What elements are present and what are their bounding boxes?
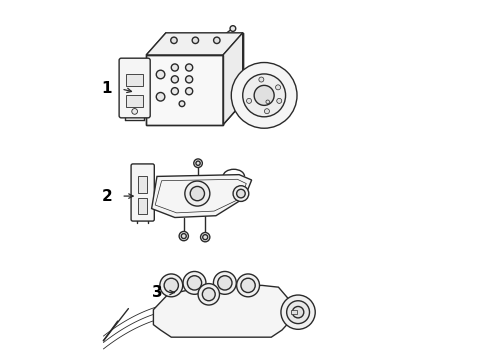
- Circle shape: [246, 98, 251, 103]
- Circle shape: [184, 181, 209, 206]
- Bar: [290, 310, 297, 314]
- Circle shape: [202, 288, 215, 301]
- Circle shape: [160, 274, 183, 297]
- Circle shape: [264, 109, 269, 114]
- Polygon shape: [153, 285, 288, 337]
- Text: 1: 1: [102, 81, 112, 96]
- FancyBboxPatch shape: [131, 164, 154, 221]
- Circle shape: [132, 109, 137, 114]
- Circle shape: [179, 231, 188, 241]
- Text: 2: 2: [102, 189, 112, 203]
- Circle shape: [275, 85, 280, 90]
- Circle shape: [281, 295, 315, 329]
- Bar: [125, 95, 143, 107]
- Polygon shape: [146, 55, 223, 125]
- Circle shape: [198, 284, 219, 305]
- Circle shape: [171, 76, 178, 83]
- Circle shape: [190, 186, 204, 201]
- Polygon shape: [151, 175, 251, 217]
- Circle shape: [258, 77, 264, 82]
- Bar: [138, 198, 147, 214]
- Circle shape: [193, 159, 202, 167]
- Circle shape: [183, 271, 205, 294]
- Circle shape: [170, 37, 177, 44]
- Circle shape: [185, 64, 192, 71]
- Circle shape: [217, 276, 231, 290]
- Circle shape: [192, 37, 198, 44]
- Circle shape: [254, 85, 274, 105]
- Circle shape: [233, 186, 248, 202]
- Circle shape: [171, 87, 178, 95]
- Circle shape: [185, 87, 192, 95]
- Circle shape: [286, 301, 309, 324]
- Polygon shape: [223, 33, 242, 125]
- Circle shape: [171, 64, 178, 71]
- Circle shape: [196, 161, 200, 165]
- Circle shape: [231, 63, 296, 128]
- Bar: [125, 74, 143, 86]
- Circle shape: [181, 234, 186, 239]
- Circle shape: [164, 278, 178, 293]
- Circle shape: [156, 70, 164, 79]
- Circle shape: [229, 26, 235, 31]
- Polygon shape: [146, 33, 242, 55]
- Circle shape: [292, 306, 303, 318]
- Circle shape: [185, 76, 192, 83]
- Circle shape: [179, 101, 184, 107]
- Circle shape: [242, 74, 285, 117]
- Circle shape: [200, 233, 209, 242]
- Text: 3: 3: [151, 285, 162, 300]
- Circle shape: [203, 235, 207, 240]
- Circle shape: [236, 274, 259, 297]
- Circle shape: [276, 98, 281, 103]
- Circle shape: [241, 278, 255, 293]
- Bar: [138, 176, 147, 193]
- FancyBboxPatch shape: [119, 58, 150, 118]
- Circle shape: [156, 93, 164, 101]
- Circle shape: [236, 189, 244, 198]
- Circle shape: [213, 37, 220, 44]
- Bar: [146, 55, 223, 125]
- Circle shape: [187, 276, 201, 290]
- Circle shape: [265, 100, 269, 104]
- Circle shape: [213, 271, 236, 294]
